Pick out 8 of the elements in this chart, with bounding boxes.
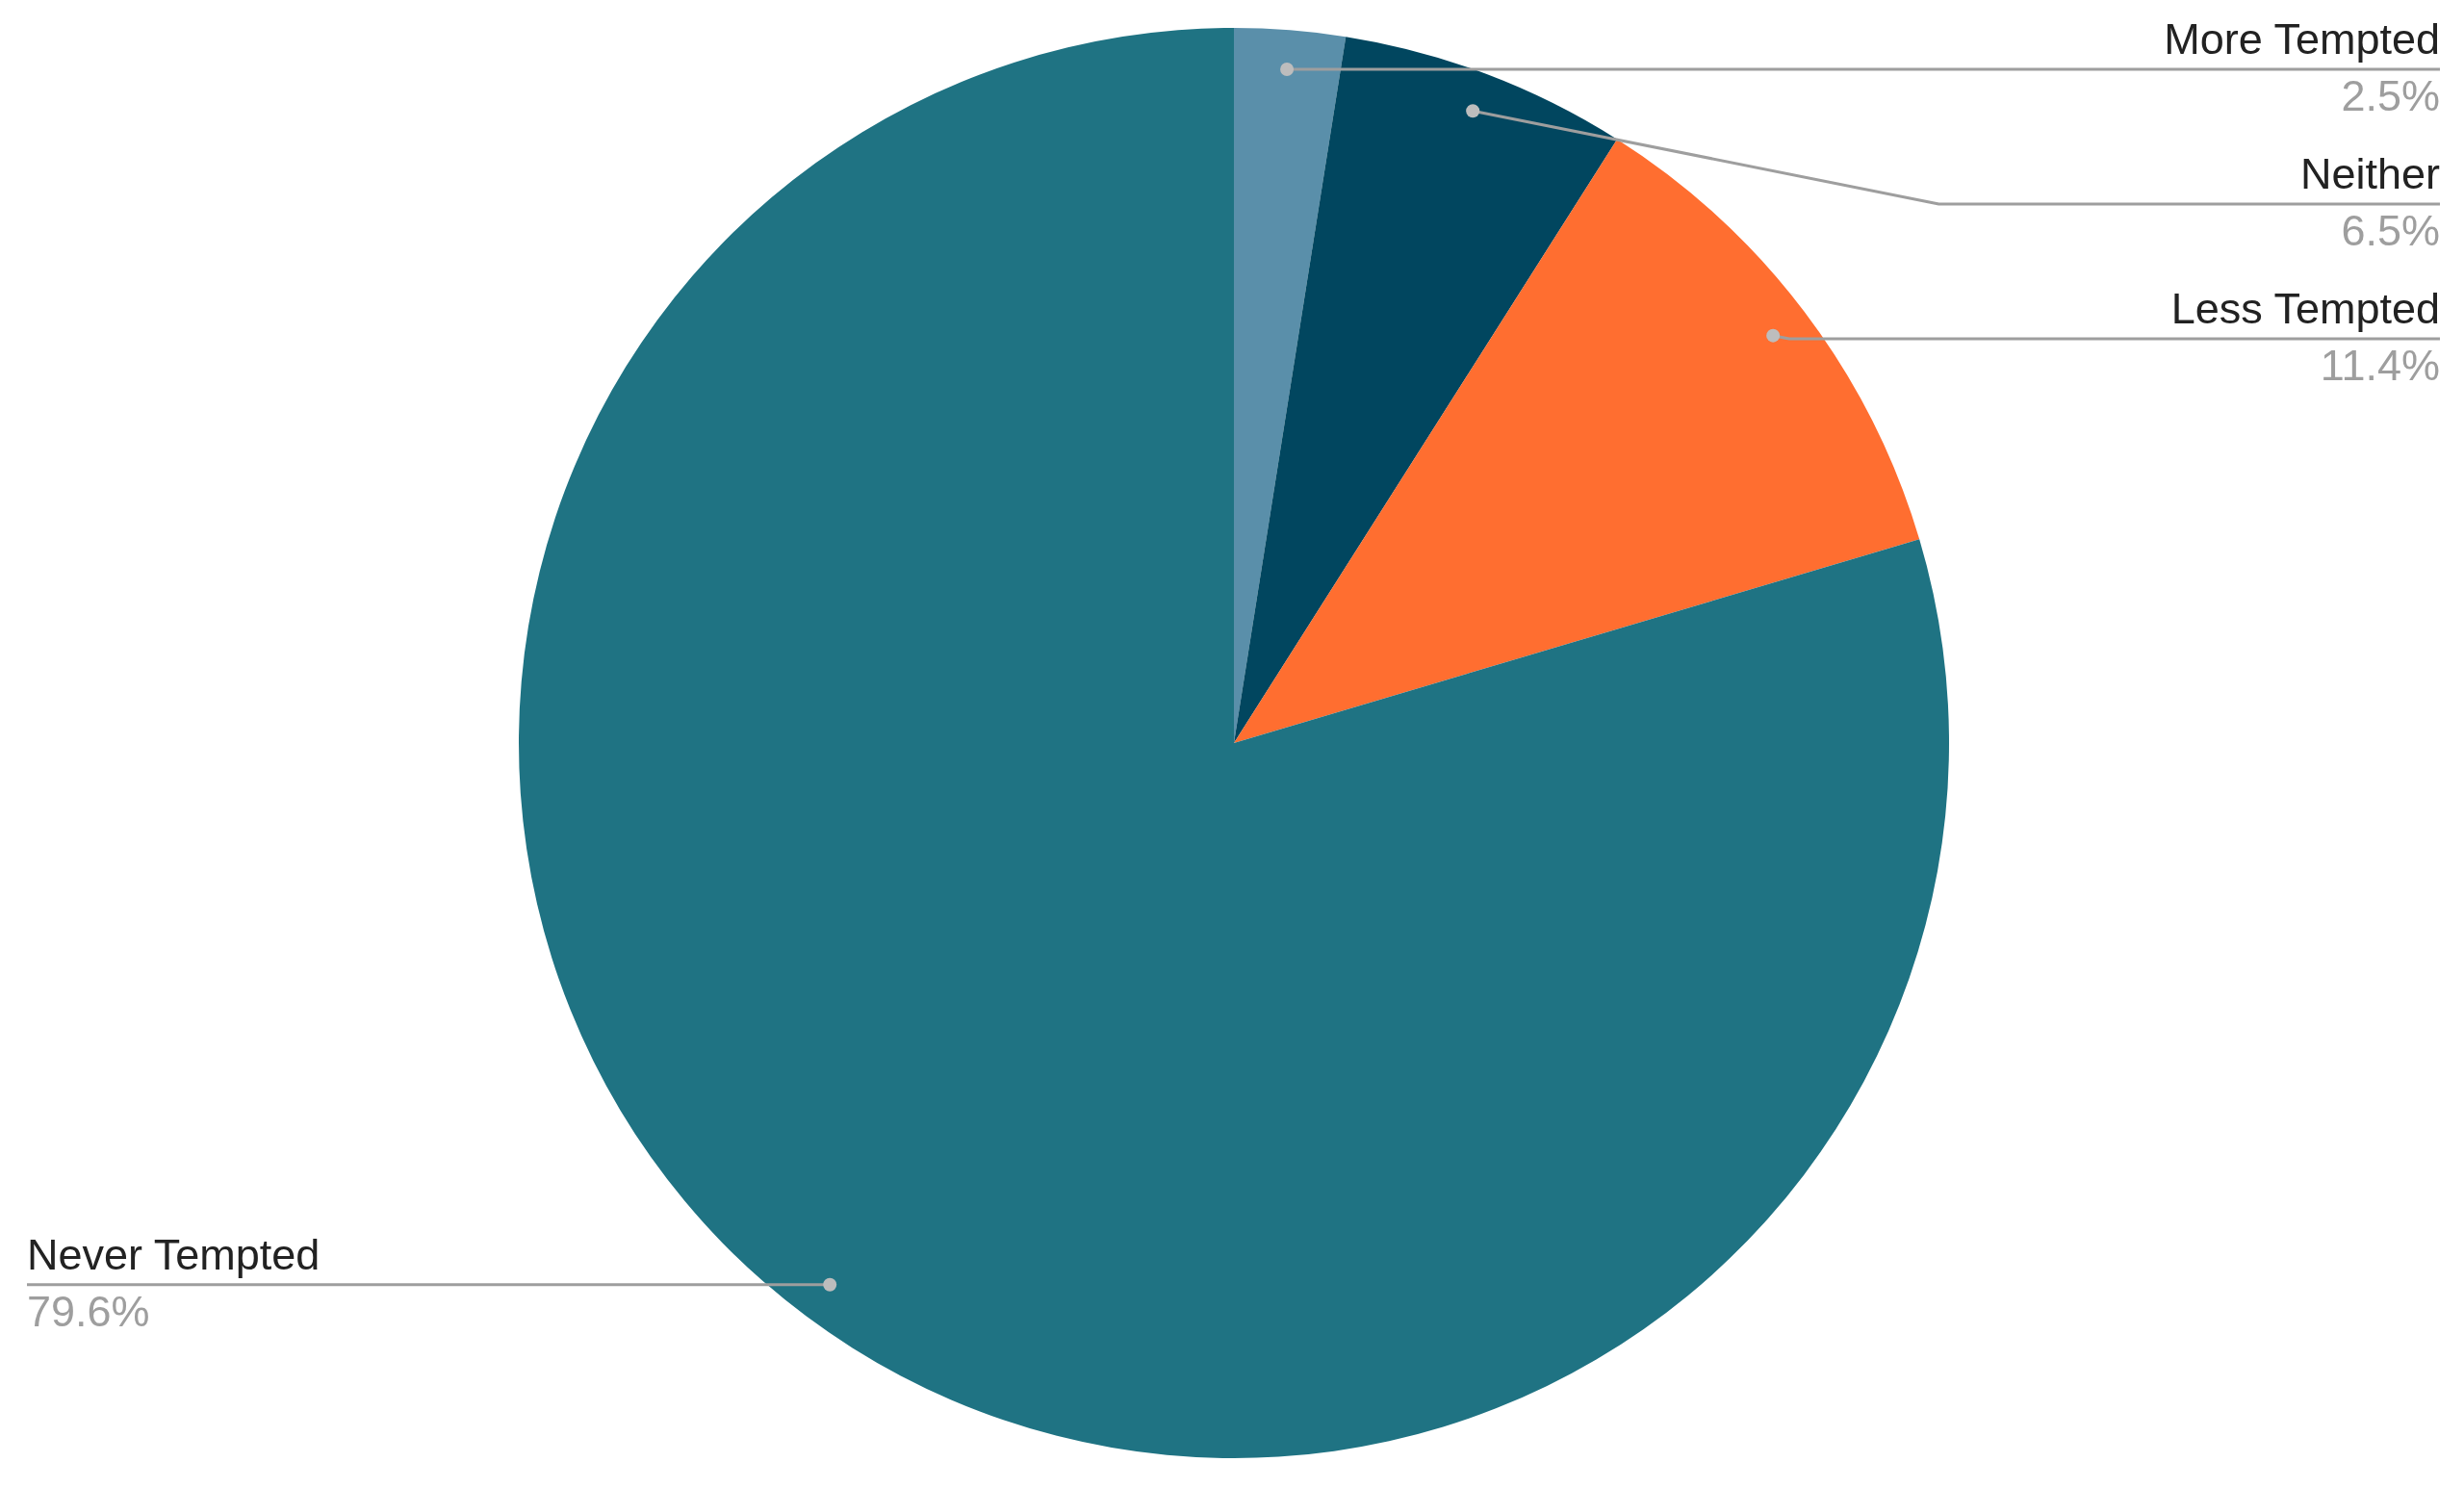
slice-label: More Tempted — [2164, 13, 2440, 64]
slice-label: Less Tempted — [2170, 283, 2440, 333]
data-label: 6.5% — [2341, 205, 2440, 255]
slice-label: Neither — [2299, 148, 2440, 198]
data-label: 2.5% — [2341, 70, 2440, 120]
data-label: 11.4% — [2320, 340, 2440, 390]
data-label: 79.6% — [27, 1286, 150, 1336]
slice-label: Never Tempted — [27, 1229, 321, 1279]
